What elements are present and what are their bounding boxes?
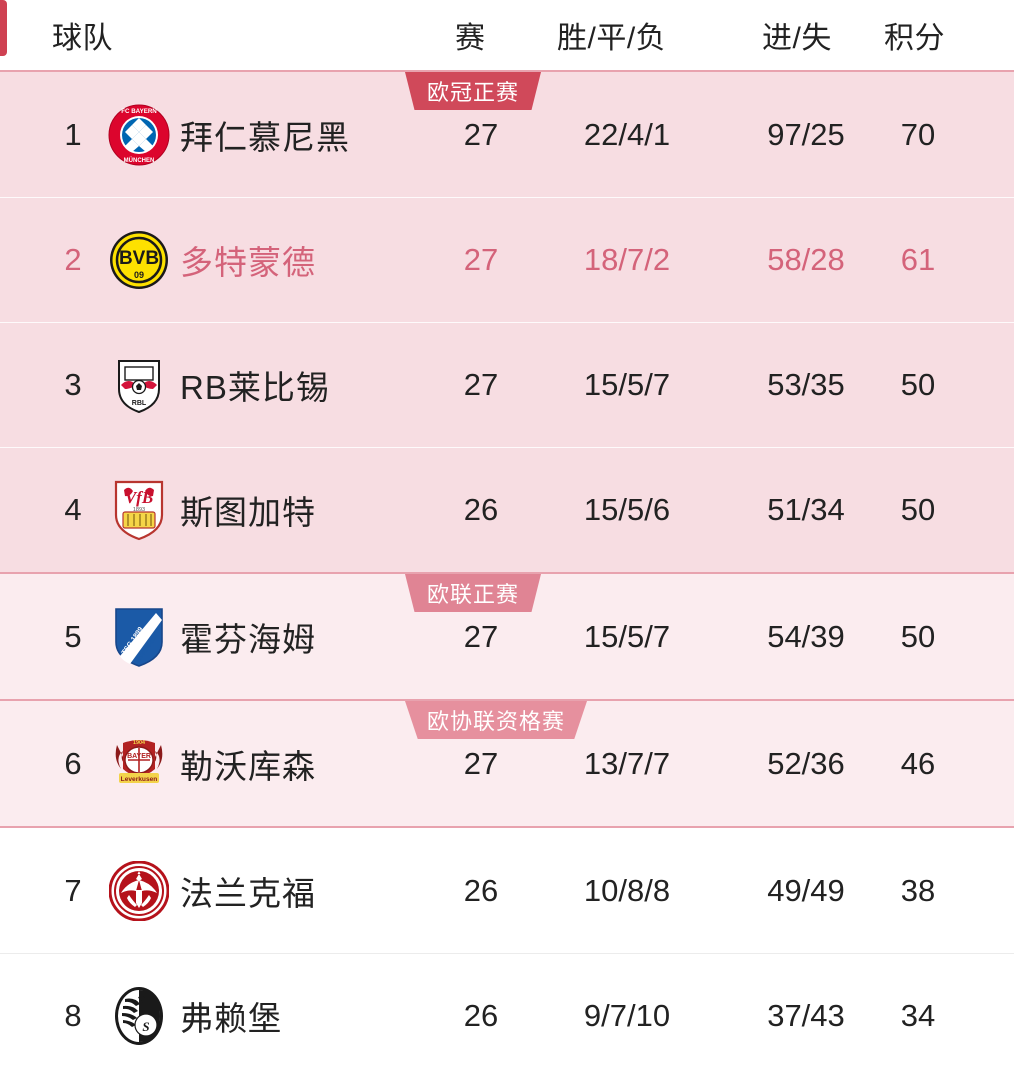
bayern-crest: FC BAYERN MÜNCHEN bbox=[107, 103, 171, 167]
row-points: 46 bbox=[900, 745, 936, 781]
row-wdl: 15/5/7 bbox=[583, 366, 671, 402]
row-rank: 2 bbox=[64, 241, 82, 277]
zone-divider-europa-league bbox=[0, 572, 1014, 574]
dortmund-crest: BVB 09 bbox=[107, 228, 171, 292]
row-wdl: 9/7/10 bbox=[583, 997, 671, 1033]
svg-text:09: 09 bbox=[134, 270, 144, 280]
row-played: 27 bbox=[463, 116, 499, 152]
row-team-name: RB莱比锡 bbox=[180, 368, 330, 406]
zone-europa-league: 欧联正赛 5 TSG 1899 HOFFENHEIM 霍芬海姆 27 15/5/… bbox=[0, 574, 1014, 699]
row-played: 26 bbox=[463, 872, 499, 908]
row-rank: 4 bbox=[64, 491, 82, 527]
svg-text:VfB: VfB bbox=[125, 488, 153, 507]
table-row[interactable]: 3 RBL RB莱比锡 27 15/5/7 53/35 50 bbox=[0, 322, 1014, 447]
row-goals: 51/34 bbox=[767, 491, 845, 527]
frankfurt-crest bbox=[107, 859, 171, 923]
qualification-badge-conference-league: 欧协联资格赛 bbox=[405, 701, 588, 739]
zone-divider-no-qualification bbox=[0, 826, 1014, 828]
row-team-name: 拜仁慕尼黑 bbox=[180, 118, 350, 156]
row-team-name: 法兰克福 bbox=[180, 874, 316, 912]
row-goals: 53/35 bbox=[767, 366, 845, 402]
qualification-badge-europa-league: 欧联正赛 bbox=[405, 574, 542, 612]
row-points: 50 bbox=[900, 618, 936, 654]
row-goals: 97/25 bbox=[767, 116, 845, 152]
row-played: 27 bbox=[463, 366, 499, 402]
table-header: 球队 赛 胜/平/负 进/失 积分 bbox=[0, 0, 1014, 70]
row-rank: 5 bbox=[64, 618, 82, 654]
column-header-wdl: 胜/平/负 bbox=[557, 22, 667, 55]
row-played: 27 bbox=[463, 745, 499, 781]
row-rank: 1 bbox=[64, 116, 82, 152]
column-header-played: 赛 bbox=[455, 22, 486, 55]
svg-text:S: S bbox=[142, 1019, 149, 1034]
table-row[interactable]: 2 BVB 09 多特蒙德 27 18/7/2 58/28 61 bbox=[0, 197, 1014, 322]
stuttgart-crest: VfB 1893 bbox=[107, 478, 171, 542]
row-points: 34 bbox=[900, 997, 936, 1033]
row-rank: 8 bbox=[64, 997, 82, 1033]
row-wdl: 15/5/6 bbox=[583, 491, 671, 527]
row-wdl: 10/8/8 bbox=[583, 872, 671, 908]
row-points: 50 bbox=[900, 491, 936, 527]
qualification-badge-champions-league: 欧冠正赛 bbox=[405, 72, 542, 110]
row-goals: 52/36 bbox=[767, 745, 845, 781]
row-points: 50 bbox=[900, 366, 936, 402]
row-wdl: 18/7/2 bbox=[583, 241, 671, 277]
row-team-name: 霍芬海姆 bbox=[180, 620, 316, 658]
column-header-team: 球队 bbox=[52, 22, 113, 55]
row-points: 61 bbox=[900, 241, 936, 277]
row-points: 70 bbox=[900, 116, 936, 152]
row-goals: 49/49 bbox=[767, 872, 845, 908]
table-row[interactable]: 4 VfB 1893 bbox=[0, 447, 1014, 572]
row-team-name: 多特蒙德 bbox=[180, 243, 316, 281]
row-goals: 37/43 bbox=[767, 997, 845, 1033]
svg-text:MÜNCHEN: MÜNCHEN bbox=[124, 157, 155, 164]
svg-text:1904: 1904 bbox=[133, 740, 145, 746]
row-played: 26 bbox=[463, 491, 499, 527]
zone-no-qualification: 7 法兰克福 26 bbox=[0, 828, 1014, 1078]
row-goals: 58/28 bbox=[767, 241, 845, 277]
row-played: 27 bbox=[463, 241, 499, 277]
row-wdl: 22/4/1 bbox=[583, 116, 671, 152]
row-points: 38 bbox=[900, 872, 936, 908]
zone-divider-champions-league bbox=[0, 70, 1014, 72]
svg-text:BVB: BVB bbox=[119, 248, 159, 269]
svg-text:FC BAYERN: FC BAYERN bbox=[121, 108, 157, 115]
table-row[interactable]: 8 S 弗赖堡 26 bbox=[0, 953, 1014, 1078]
table-row[interactable]: 5 TSG 1899 HOFFENHEIM 霍芬海姆 27 15/5/7 54/… bbox=[0, 574, 1014, 699]
zone-divider-conference-league bbox=[0, 699, 1014, 701]
row-team-name: 勒沃库森 bbox=[180, 747, 316, 785]
row-rank: 6 bbox=[64, 745, 82, 781]
zone-conference-league-qualifying: 欧协联资格赛 6 BAYER Leverkusen 1904 勒沃库森 2 bbox=[0, 701, 1014, 826]
leverkusen-crest: BAYER Leverkusen 1904 bbox=[107, 732, 171, 796]
row-played: 27 bbox=[463, 618, 499, 654]
zone-champions-league: 欧冠正赛 1 FC BAYERN bbox=[0, 72, 1014, 572]
svg-text:Leverkusen: Leverkusen bbox=[121, 776, 158, 783]
row-team-name: 斯图加特 bbox=[180, 493, 316, 531]
row-played: 26 bbox=[463, 997, 499, 1033]
row-wdl: 15/5/7 bbox=[583, 618, 671, 654]
table-row[interactable]: 1 FC BAYERN MÜNCHEN bbox=[0, 72, 1014, 197]
table-row[interactable]: 7 法兰克福 26 bbox=[0, 828, 1014, 953]
svg-text:RBL: RBL bbox=[132, 400, 147, 407]
column-header-goals: 进/失 bbox=[762, 22, 832, 55]
column-header-points: 积分 bbox=[884, 22, 945, 55]
hoffenheim-crest: TSG 1899 HOFFENHEIM bbox=[107, 605, 171, 669]
row-wdl: 13/7/7 bbox=[583, 745, 671, 781]
freiburg-crest: S bbox=[107, 984, 171, 1048]
svg-text:1893: 1893 bbox=[133, 507, 145, 513]
row-team-name: 弗赖堡 bbox=[180, 999, 282, 1037]
row-rank: 7 bbox=[64, 872, 82, 908]
leipzig-crest: RBL bbox=[107, 353, 171, 417]
row-rank: 3 bbox=[64, 366, 82, 402]
row-goals: 54/39 bbox=[767, 618, 845, 654]
table-row[interactable]: 6 BAYER Leverkusen 1904 勒沃库森 27 13/7/7 bbox=[0, 701, 1014, 826]
header-accent-bar bbox=[0, 0, 7, 56]
